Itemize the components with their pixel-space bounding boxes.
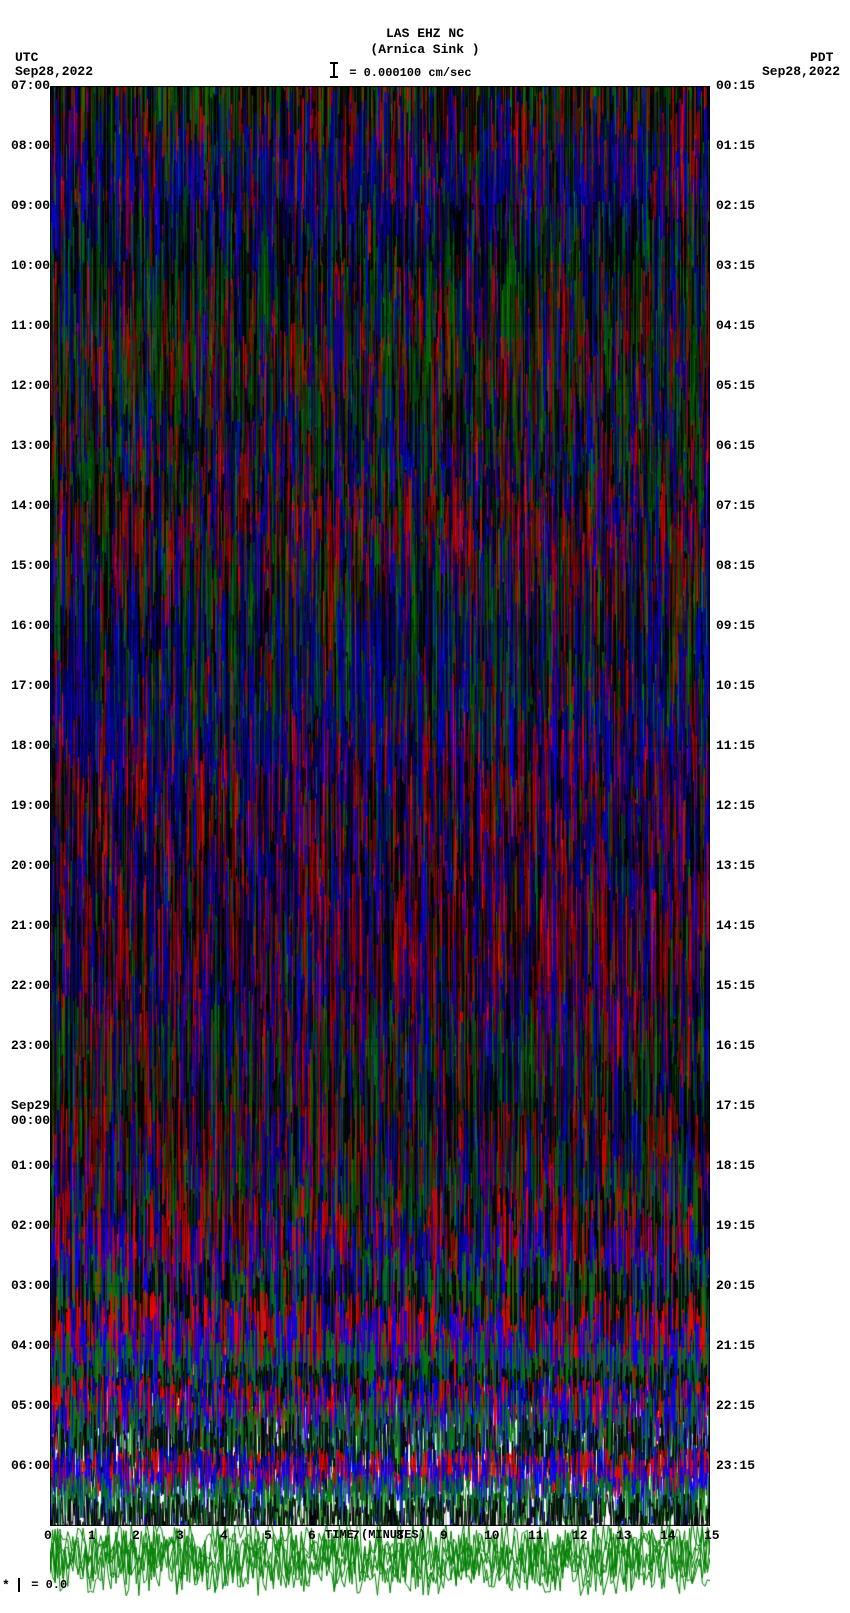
utc-tick: 18:00: [6, 738, 50, 753]
pdt-tick: 02:15: [716, 198, 755, 213]
minute-tick: 6: [308, 1528, 316, 1543]
pdt-tick: 12:15: [716, 798, 755, 813]
pdt-tick: 14:15: [716, 918, 755, 933]
utc-tick: 01:00: [6, 1158, 50, 1173]
pdt-tick: 13:15: [716, 858, 755, 873]
minute-tick: 3: [176, 1528, 184, 1543]
pdt-tick: 10:15: [716, 678, 755, 693]
footer-scale-text: = 0.0: [24, 1578, 67, 1592]
pdt-date: Sep28,2022: [762, 64, 840, 79]
scale-bar-cap-bot: [330, 76, 338, 78]
utc-date: Sep28,2022: [15, 64, 93, 79]
utc-tick: 08:00: [6, 138, 50, 153]
minute-tick: 13: [616, 1528, 632, 1543]
pdt-tick: 22:15: [716, 1398, 755, 1413]
pdt-tick: 08:15: [716, 558, 755, 573]
utc-tick: 05:00: [6, 1398, 50, 1413]
utc-tick: 15:00: [6, 558, 50, 573]
pdt-tick: 07:15: [716, 498, 755, 513]
minute-tick: 7: [352, 1528, 360, 1543]
utc-tick: 23:00: [6, 1038, 50, 1053]
utc-tick: 19:00: [6, 798, 50, 813]
utc-tick: 04:00: [6, 1338, 50, 1353]
utc-tick: 20:00: [6, 858, 50, 873]
minute-tick: 15: [704, 1528, 720, 1543]
minute-tick: 12: [572, 1528, 588, 1543]
pdt-tick: 17:15: [716, 1098, 755, 1113]
utc-tick: 11:00: [6, 318, 50, 333]
utc-label: UTC: [15, 50, 38, 65]
minute-tick: 0: [44, 1528, 52, 1543]
pdt-tick: 21:15: [716, 1338, 755, 1353]
utc-tick: 07:00: [6, 78, 50, 93]
pdt-tick: 18:15: [716, 1158, 755, 1173]
pdt-tick: 09:15: [716, 618, 755, 633]
pdt-tick: 16:15: [716, 1038, 755, 1053]
utc-tick: 12:00: [6, 378, 50, 393]
pdt-tick: 01:15: [716, 138, 755, 153]
xaxis-label: TIME (MINUTES): [325, 1528, 426, 1542]
minute-tick: 9: [440, 1528, 448, 1543]
minute-tick: 2: [132, 1528, 140, 1543]
pdt-tick: 19:15: [716, 1218, 755, 1233]
utc-tick: 10:00: [6, 258, 50, 273]
utc-tick: 14:00: [6, 498, 50, 513]
minute-tick: 1: [88, 1528, 96, 1543]
minute-tick: 8: [396, 1528, 404, 1543]
footer-star: *: [2, 1578, 10, 1593]
utc-tick: 06:00: [6, 1458, 50, 1473]
pdt-tick: 00:15: [716, 78, 755, 93]
helicorder-canvas: [50, 86, 710, 1526]
helicorder-plot: [50, 86, 710, 1526]
utc-tick: 02:00: [6, 1218, 50, 1233]
site-name: (Arnica Sink ): [0, 42, 850, 57]
pdt-tick: 06:15: [716, 438, 755, 453]
utc-tick: 13:00: [6, 438, 50, 453]
utc-tick: 09:00: [6, 198, 50, 213]
scale-text: = 0.000100 cm/sec: [342, 66, 472, 80]
minute-tick: 4: [220, 1528, 228, 1543]
footer-scale-bar-icon: [18, 1578, 20, 1592]
scale-bar-cap-top: [330, 62, 338, 64]
utc-tick: 21:00: [6, 918, 50, 933]
pdt-tick: 23:15: [716, 1458, 755, 1473]
utc-tick: Sep29 00:00: [6, 1098, 50, 1128]
minute-tick: 11: [528, 1528, 544, 1543]
pdt-tick: 05:15: [716, 378, 755, 393]
pdt-tick: 20:15: [716, 1278, 755, 1293]
pdt-label: PDT: [810, 50, 833, 65]
minute-tick: 5: [264, 1528, 272, 1543]
utc-tick: 22:00: [6, 978, 50, 993]
station-title: LAS EHZ NC: [0, 26, 850, 41]
utc-tick: 17:00: [6, 678, 50, 693]
pdt-tick: 04:15: [716, 318, 755, 333]
utc-tick: 03:00: [6, 1278, 50, 1293]
pdt-tick: 15:15: [716, 978, 755, 993]
pdt-tick: 03:15: [716, 258, 755, 273]
minute-tick: 14: [660, 1528, 676, 1543]
minute-tick: 10: [484, 1528, 500, 1543]
utc-tick: 16:00: [6, 618, 50, 633]
pdt-tick: 11:15: [716, 738, 755, 753]
